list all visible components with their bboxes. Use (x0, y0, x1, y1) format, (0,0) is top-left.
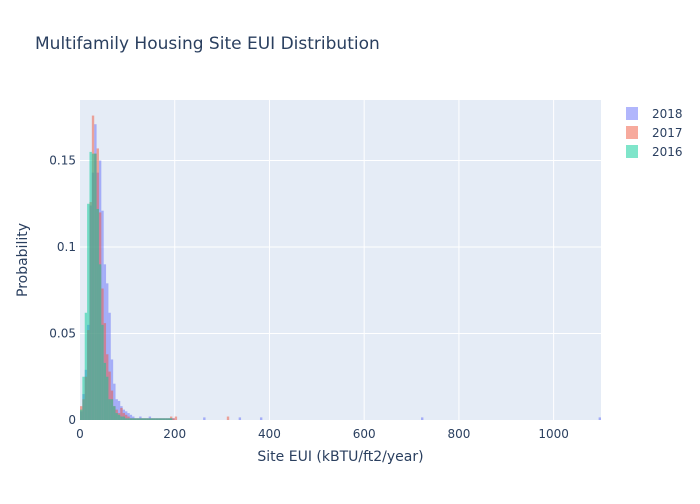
series-2016 (80, 151, 173, 420)
histogram-bar (110, 359, 114, 420)
histogram-bar (141, 418, 144, 420)
histogram-bar (96, 208, 99, 420)
histogram-bar (120, 407, 123, 420)
legend-item-2017[interactable]: 2017 (626, 126, 683, 140)
histogram-bar (129, 418, 133, 420)
histogram-bar (203, 417, 206, 420)
histogram-bar (160, 418, 163, 420)
x-axis-label: Site EUI (kBTU/ft2/year) (257, 449, 423, 465)
histogram-bar (143, 418, 147, 420)
histogram-bar (101, 324, 104, 420)
histogram-bar (103, 362, 107, 420)
histogram-bar (82, 376, 85, 420)
legend-swatch (626, 126, 638, 139)
x-tick-label: 0 (76, 427, 84, 441)
x-tick-label: 400 (258, 427, 281, 441)
histogram-bar (169, 418, 173, 420)
histogram-bar (122, 416, 125, 420)
histogram-bar (146, 418, 149, 420)
histogram-bar (80, 409, 83, 420)
legend-label: 2018 (652, 107, 683, 121)
histogram-bar (139, 418, 142, 420)
histogram-bar (127, 418, 130, 420)
histogram-bar (151, 418, 154, 420)
histogram-bar (87, 203, 90, 420)
histogram-bar (162, 418, 166, 420)
histogram-bar (129, 414, 133, 420)
legend-item-2016[interactable]: 2016 (626, 145, 683, 159)
y-axis-label: Probability (15, 223, 31, 297)
histogram-bar (134, 418, 137, 420)
grid-lines (80, 100, 601, 420)
histogram-bar (124, 414, 128, 420)
histogram-bar (120, 416, 123, 420)
histogram-bar (113, 383, 116, 420)
histogram-bar (106, 376, 109, 420)
histogram-bar (91, 153, 95, 420)
histogram-bar (226, 416, 230, 420)
histogram-bar (172, 418, 175, 420)
histogram-bar (136, 418, 140, 420)
histogram-bar (153, 418, 156, 420)
histogram-bar (94, 153, 97, 420)
legend[interactable]: 2018 2017 2016 (626, 107, 683, 159)
legend-label: 2016 (652, 145, 683, 159)
x-tick-label: 200 (163, 427, 186, 441)
histogram-bar (259, 417, 263, 420)
legend-swatch (626, 107, 638, 120)
histogram-bar (598, 417, 601, 420)
histogram-bar (117, 414, 121, 420)
histogram-bar (113, 406, 116, 420)
y-tick-label: 0 (68, 413, 76, 427)
histogram-bar (421, 417, 424, 420)
legend-label: 2017 (652, 126, 683, 140)
legend-item-2018[interactable]: 2018 (626, 107, 683, 121)
y-tick-label: 0.05 (49, 327, 76, 341)
histogram-bar (98, 264, 102, 420)
x-tick-label: 800 (447, 427, 470, 441)
legend-swatch (626, 145, 638, 158)
histogram-bar (108, 399, 111, 420)
histogram-bar (84, 312, 88, 420)
histogram-bar (158, 418, 161, 420)
axes: 0 0.05 0.1 0.15 0 200 400 600 800 1000 (49, 154, 569, 441)
histogram-bar (167, 418, 170, 420)
histogram-bar (89, 151, 92, 420)
chart-title: Multifamily Housing Site EUI Distributio… (35, 34, 380, 54)
histogram-bar (132, 418, 135, 420)
histogram-bars (80, 115, 601, 421)
y-tick-label: 0.1 (57, 240, 76, 254)
histogram-bar (238, 417, 242, 420)
x-tick-label: 1000 (538, 427, 569, 441)
x-tick-label: 600 (353, 427, 376, 441)
histogram-bar (124, 418, 128, 420)
plot-background (80, 100, 601, 420)
histogram-bar (108, 371, 111, 420)
histogram-bar (106, 283, 109, 420)
histogram-bar (148, 418, 152, 420)
histogram-bar (110, 399, 114, 420)
histogram-bar (165, 418, 168, 420)
y-tick-label: 0.15 (49, 154, 76, 168)
histogram-bar (174, 416, 178, 420)
histogram-bar (117, 400, 121, 420)
histogram-bar (115, 413, 118, 420)
histogram-bar (108, 312, 111, 420)
histogram-bar (155, 418, 159, 420)
